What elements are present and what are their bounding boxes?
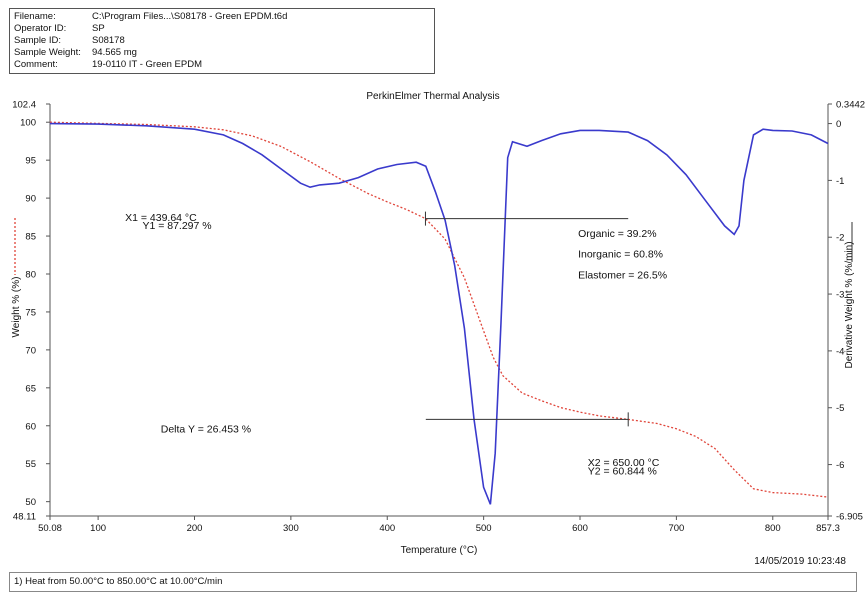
x-tick-label: 50.08: [38, 523, 62, 534]
y2-tick-label: -1: [836, 176, 844, 187]
info-row-sample-weight: Sample Weight: 94.565 mg: [14, 47, 430, 59]
x-tick-label: 500: [476, 523, 492, 534]
info-row-sample-id: Sample ID: S08178: [14, 35, 430, 47]
x-tick-label: 857.3: [816, 523, 840, 534]
timestamp: 14/05/2019 10:23:48: [754, 556, 846, 567]
derivative-weight-line: [49, 122, 829, 505]
chart-title: PerkinElmer Thermal Analysis: [366, 91, 500, 102]
y2-tick-label: -6.905: [836, 512, 863, 523]
y2-tick-label: -2: [836, 233, 844, 244]
annotation-text: Organic = 39.2%: [578, 228, 657, 240]
x-tick-label: 200: [187, 523, 203, 534]
y2-tick-label: -4: [836, 346, 844, 357]
operator-label: Operator ID:: [14, 23, 67, 34]
x-tick-label: 100: [90, 523, 106, 534]
y-tick-label: 95: [25, 156, 36, 167]
y-tick-label: 90: [25, 194, 36, 205]
x-tick-label: 600: [572, 523, 588, 534]
y-tick-label: 60: [25, 421, 36, 432]
y2-tick-label: -6: [836, 460, 844, 471]
sample-weight-value: 94.565 mg: [92, 47, 137, 58]
method-box: 1) Heat from 50.00°C to 850.00°C at 10.0…: [9, 572, 857, 592]
y-tick-label: 102.4: [12, 100, 36, 111]
x-axis-label: Temperature (°C): [401, 545, 478, 556]
comment-label: Comment:: [14, 59, 58, 70]
x-tick-label: 800: [765, 523, 781, 534]
y2-axis-label: Derivative Weight % (%/min): [844, 241, 855, 368]
info-row-filename: Filename: C:\Program Files...\S08178 - G…: [14, 11, 430, 23]
y-tick-label: 65: [25, 383, 36, 394]
comment-value: 19-0110 IT - Green EPDM: [92, 59, 203, 70]
sample-id-label: Sample ID:: [14, 35, 61, 46]
y-tick-label: 85: [25, 232, 36, 243]
y-tick-label: 80: [25, 269, 36, 280]
x-tick-label: 300: [283, 523, 299, 534]
sample-weight-label: Sample Weight:: [14, 47, 81, 58]
y-tick-label: 50: [25, 497, 36, 508]
y2-tick-label: -5: [836, 403, 844, 414]
annotation-text: Elastomer = 26.5%: [578, 270, 667, 282]
x-tick-label: 400: [379, 523, 395, 534]
weight-percent-line: [49, 121, 829, 498]
y2-tick-label: -3: [836, 290, 844, 301]
annotation-text: Y2 = 60.844 %: [588, 465, 657, 477]
y-tick-label: 70: [25, 345, 36, 356]
annotation-text: X1 = 439.64 °C: [125, 212, 197, 224]
method-step: 1) Heat from 50.00°C to 850.00°C at 10.0…: [14, 576, 223, 587]
x-tick-label: 700: [668, 523, 684, 534]
y-tick-label: 75: [25, 307, 36, 318]
y-axis-label: Weight % (%): [11, 277, 22, 338]
annotation-text: Inorganic = 60.8%: [578, 248, 663, 260]
operator-value: SP: [92, 23, 105, 34]
y-tick-label: 55: [25, 459, 36, 470]
annotation-text: X2 = 650.00 °C: [588, 457, 660, 469]
filename-label: Filename:: [14, 11, 56, 22]
info-row-comment: Comment: 19-0110 IT - Green EPDM: [14, 59, 430, 71]
filename-value: C:\Program Files...\S08178 - Green EPDM.…: [92, 11, 288, 22]
y-tick-label: 100: [20, 118, 36, 129]
annotation-text: Y1 = 87.297 %: [142, 220, 211, 232]
y-tick-label: 48.11: [13, 512, 36, 523]
y2-tick-label: 0: [836, 119, 841, 130]
sample-id-value: S08178: [92, 35, 125, 46]
info-row-operator: Operator ID: SP: [14, 23, 430, 35]
y2-tick-label: 0.3442: [836, 100, 865, 111]
annotation-text: Delta Y = 26.453 %: [161, 424, 251, 436]
sample-info-box: Filename: C:\Program Files...\S08178 - G…: [9, 8, 435, 74]
